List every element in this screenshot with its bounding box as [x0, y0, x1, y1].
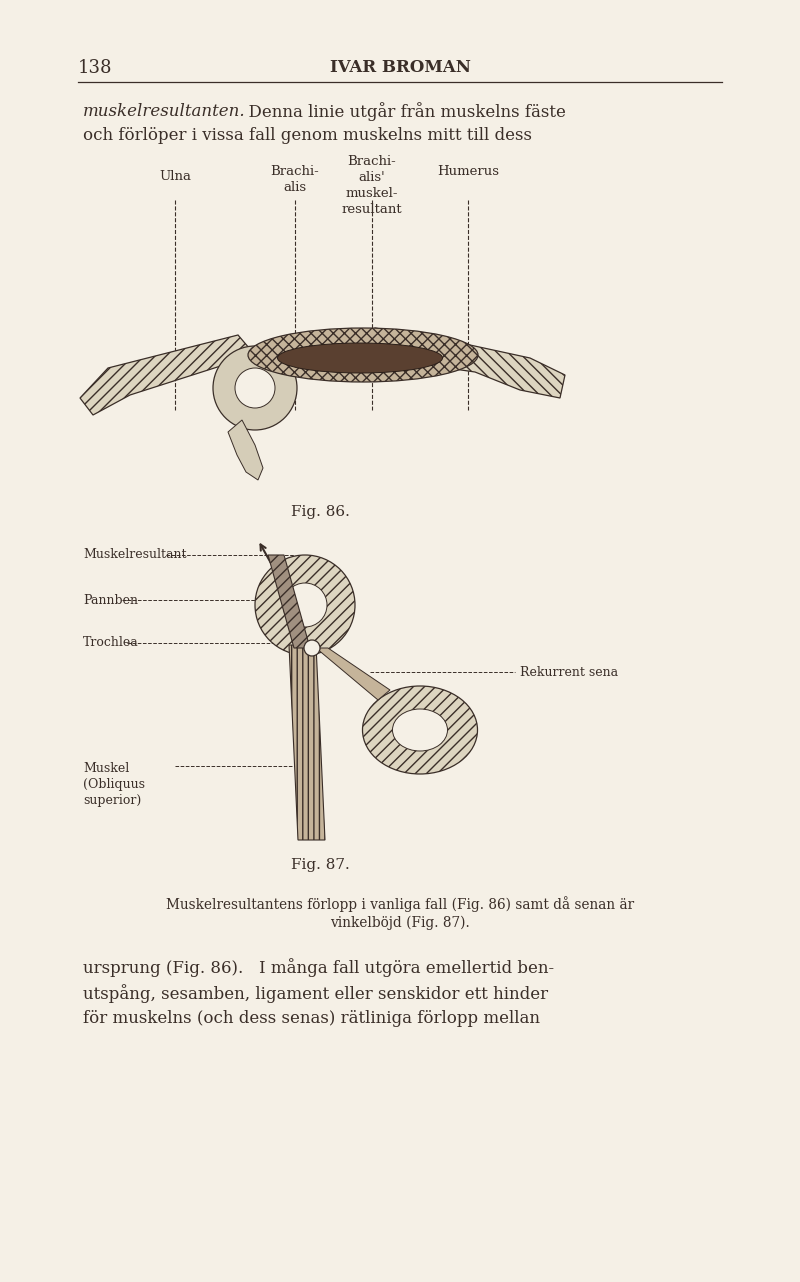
Polygon shape — [80, 335, 255, 415]
Ellipse shape — [248, 328, 478, 382]
Text: och förlöper i vissa fall genom muskelns mitt till dess: och förlöper i vissa fall genom muskelns… — [83, 127, 532, 145]
Text: muskelresultanten.: muskelresultanten. — [83, 104, 246, 121]
Text: Muskel
(Obliquus
superior): Muskel (Obliquus superior) — [83, 762, 145, 806]
Circle shape — [255, 555, 355, 655]
Text: Fig. 87.: Fig. 87. — [290, 858, 350, 872]
Ellipse shape — [362, 686, 478, 774]
Text: vinkelböjd (Fig. 87).: vinkelböjd (Fig. 87). — [330, 917, 470, 931]
Polygon shape — [360, 328, 565, 397]
Text: Ulna: Ulna — [159, 171, 191, 183]
Text: Trochlea: Trochlea — [83, 636, 138, 650]
Text: IVAR BROMAN: IVAR BROMAN — [330, 59, 470, 77]
Polygon shape — [228, 420, 263, 479]
Circle shape — [235, 368, 275, 408]
Text: Brachi-
alis'
muskel-
resultant: Brachi- alis' muskel- resultant — [342, 155, 402, 215]
Circle shape — [213, 346, 297, 429]
Text: 138: 138 — [78, 59, 113, 77]
Text: Brachi-
alis: Brachi- alis — [270, 165, 319, 194]
Polygon shape — [289, 645, 325, 840]
Ellipse shape — [393, 709, 447, 751]
Text: Denna linie utgår från muskelns fäste: Denna linie utgår från muskelns fäste — [238, 103, 566, 122]
Polygon shape — [316, 647, 390, 700]
Text: ursprung (Fig. 86).   I många fall utgöra emellertid ben-: ursprung (Fig. 86). I många fall utgöra … — [83, 958, 554, 977]
Polygon shape — [268, 555, 310, 647]
Text: Pannben: Pannben — [83, 594, 138, 606]
Circle shape — [304, 640, 320, 656]
Text: Humerus: Humerus — [437, 165, 499, 178]
Text: Muskelresultant: Muskelresultant — [83, 549, 186, 562]
Text: Muskelresultantens förlopp i vanliga fall (Fig. 86) samt då senan är: Muskelresultantens förlopp i vanliga fal… — [166, 896, 634, 912]
Circle shape — [283, 583, 327, 627]
Text: Rekurrent sena: Rekurrent sena — [520, 665, 618, 678]
Ellipse shape — [278, 344, 442, 373]
Text: för muskelns (och dess senas) rätliniga förlopp mellan: för muskelns (och dess senas) rätliniga … — [83, 1010, 540, 1027]
Text: Fig. 86.: Fig. 86. — [290, 505, 350, 519]
Text: utspång, sesamben, ligament eller senskidor ett hinder: utspång, sesamben, ligament eller senski… — [83, 985, 548, 1003]
